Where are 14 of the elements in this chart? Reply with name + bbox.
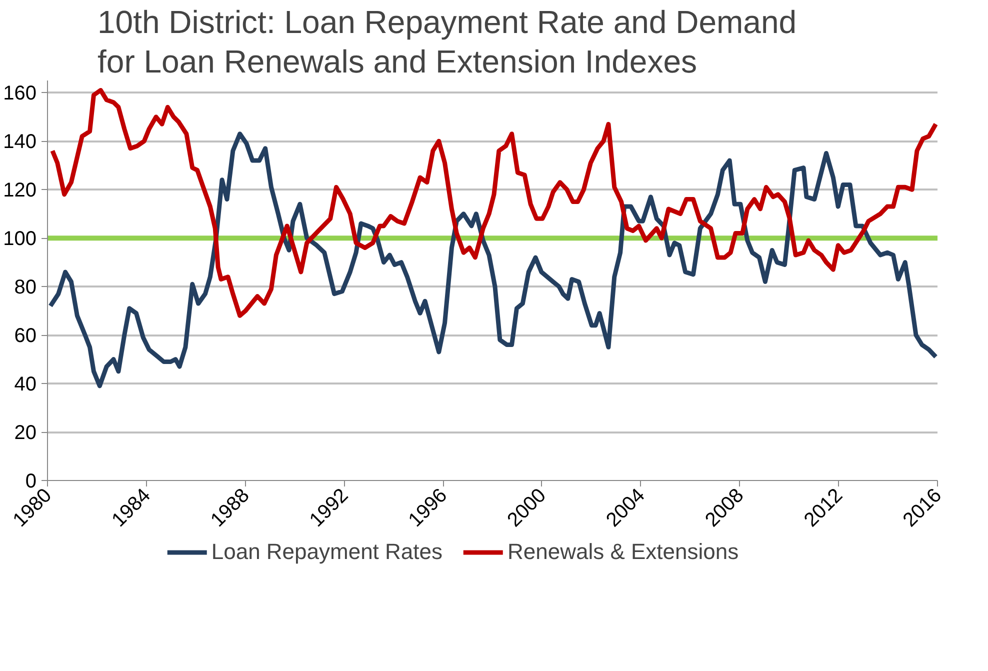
y-tick-label: 40 bbox=[14, 374, 37, 396]
y-tick-label: 0 bbox=[25, 470, 36, 492]
y-tick-label: 140 bbox=[3, 131, 37, 154]
y-tick-label: 100 bbox=[3, 228, 37, 250]
y-tick-label: 60 bbox=[14, 325, 37, 348]
line-series bbox=[48, 132, 938, 388]
line-series bbox=[50, 88, 938, 318]
legend-label: Renewals & Extensions bbox=[508, 539, 739, 565]
chart-title: 10th District: Loan Repayment Rate and Demand for Loan Renewals and Extension Indexes bbox=[98, 4, 797, 80]
legend-label: Loan Repayment Rates bbox=[211, 539, 443, 565]
y-tick-label: 160 bbox=[3, 82, 37, 105]
y-tick-label: 120 bbox=[3, 180, 37, 202]
y-tick-label: 80 bbox=[14, 276, 37, 299]
y-tick-label: 20 bbox=[14, 422, 37, 444]
